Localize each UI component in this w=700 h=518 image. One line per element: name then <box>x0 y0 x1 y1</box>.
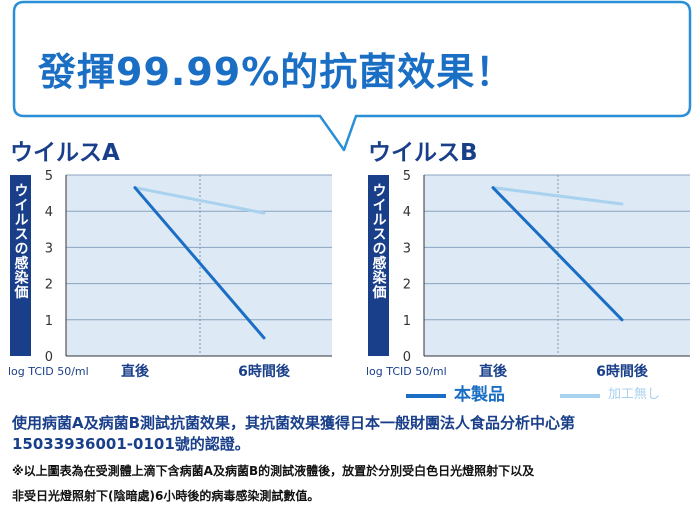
x-axis-unit-label: log TCID 50/ml <box>366 365 447 378</box>
plot-area <box>66 175 332 356</box>
y-tick-label: 3 <box>45 241 53 256</box>
plot-area <box>424 175 690 356</box>
y-tick-label: 4 <box>403 205 411 220</box>
legend-label-product: 本製品 <box>454 385 505 405</box>
chart-legend: 本製品 加工無し <box>400 384 690 406</box>
y-tick-label: 1 <box>45 314 53 329</box>
x-tick-label: 6時間後 <box>238 363 291 380</box>
y-tick-label: 2 <box>403 278 411 293</box>
x-tick-label: 直後 <box>479 363 508 380</box>
y-axis-label: ウイルスの感染価 <box>13 183 30 300</box>
legend-label-untreated: 加工無し <box>608 387 661 402</box>
series-line-product <box>491 186 624 322</box>
y-tick-label: 3 <box>403 241 411 256</box>
footnote-line-1: ※以上圖表為在受測體上滴下含病菌A及病菌B的測試液體後，放置於分別受白色日光燈照… <box>12 464 535 478</box>
y-axis-label-bar <box>368 175 389 356</box>
series-line-untreated <box>491 186 624 206</box>
footer-description: 使用病菌A及病菌B測試抗菌效果，其抗菌效果獲得日本一般財團法人食品分析中心第15… <box>12 414 576 453</box>
legend-swatch-product <box>406 394 446 398</box>
y-tick-label: 4 <box>45 205 53 220</box>
y-tick-label: 5 <box>45 169 53 184</box>
y-tick-label: 0 <box>403 350 411 365</box>
chart-virus-a: ウイルスの感染価 0 1 2 3 4 5 log TCID 50/ml 直後 6時間後 <box>8 169 332 380</box>
legend-swatch-untreated <box>560 394 600 398</box>
series-line-untreated <box>133 186 266 215</box>
chart-virus-b: ウイルスの感染価 0 1 2 3 4 5 log TCID 50/ml 直後 6時間後 <box>366 169 690 380</box>
headline-speech-bubble <box>12 0 692 152</box>
y-axis-label-bar <box>10 175 31 356</box>
headline: 發揮99.99%的抗菌效果！ <box>38 50 515 94</box>
x-axis-unit-label: log TCID 50/ml <box>8 365 89 378</box>
x-tick-label: 直後 <box>121 363 150 380</box>
y-tick-label: 1 <box>403 314 411 329</box>
chart-title-virus-b: ウイルスB <box>368 140 478 166</box>
series-line-product <box>133 186 266 340</box>
speech-bubble-outline <box>12 0 692 152</box>
y-axis-label: ウイルスの感染価 <box>371 183 388 300</box>
y-tick-label: 2 <box>45 278 53 293</box>
y-tick-label: 0 <box>45 350 53 365</box>
footnote-line-2: 非受日光燈照射下(陰暗處)6小時後的病毒感染測試數值。 <box>12 489 320 503</box>
chart-title-virus-a: ウイルスA <box>10 140 120 166</box>
y-tick-label: 5 <box>403 169 411 184</box>
x-tick-label: 6時間後 <box>596 363 649 380</box>
